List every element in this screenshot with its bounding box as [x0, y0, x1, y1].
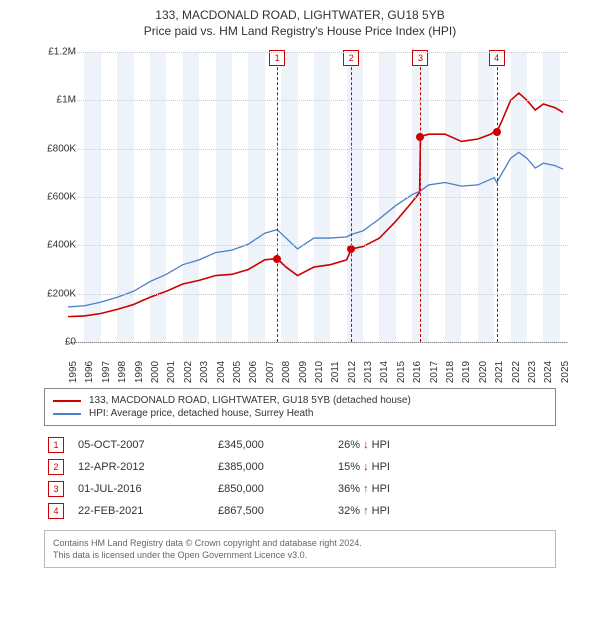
- event-price: £867,500: [218, 505, 338, 517]
- event-pct: 26% ↓ HPI: [338, 439, 418, 451]
- x-tick-label: 2001: [166, 361, 177, 383]
- x-tick-label: 2003: [199, 361, 210, 383]
- y-tick-label: £200K: [28, 288, 76, 299]
- series-hpi: [68, 152, 563, 307]
- gridline: [68, 52, 568, 53]
- price-point-marker: [273, 255, 281, 263]
- title-block: 133, MACDONALD ROAD, LIGHTWATER, GU18 5Y…: [0, 0, 600, 42]
- x-tick-label: 2016: [412, 361, 423, 383]
- event-pct: 32% ↑ HPI: [338, 505, 418, 517]
- x-tick-label: 2015: [396, 361, 407, 383]
- x-axis-labels: 1995 1996 1997 1998 1999 2000 2001 2002 2003 2004…: [68, 344, 568, 384]
- event-date: 12-APR-2012: [78, 461, 218, 473]
- x-tick-label: 2021: [494, 361, 505, 383]
- price-point-marker: [416, 133, 424, 141]
- legend-label: HPI: Average price, detached house, Surr…: [89, 408, 313, 419]
- x-tick-label: 2024: [543, 361, 554, 383]
- x-tick-label: 2005: [232, 361, 243, 383]
- event-index-box: 1: [48, 437, 64, 453]
- x-tick-label: 2013: [363, 361, 374, 383]
- gridline: [68, 245, 568, 246]
- event-price: £850,000: [218, 483, 338, 495]
- event-index-box: 3: [48, 481, 64, 497]
- event-date: 01-JUL-2016: [78, 483, 218, 495]
- gridline: [68, 149, 568, 150]
- x-tick-label: 2004: [216, 361, 227, 383]
- event-row: 2 12-APR-2012£385,00015% ↓ HPI: [44, 456, 556, 478]
- y-tick-label: £800K: [28, 143, 76, 154]
- series-property: [68, 93, 563, 317]
- event-row: 4 22-FEB-2021£867,50032% ↑ HPI: [44, 500, 556, 522]
- event-date: 22-FEB-2021: [78, 505, 218, 517]
- x-tick-label: 2006: [248, 361, 259, 383]
- x-tick-label: 2022: [511, 361, 522, 383]
- gridline: [68, 294, 568, 295]
- event-row: 3 01-JUL-2016£850,00036% ↑ HPI: [44, 478, 556, 500]
- event-price: £385,000: [218, 461, 338, 473]
- arrow-down-icon: ↓: [363, 439, 369, 451]
- y-tick-label: £400K: [28, 240, 76, 251]
- event-price: £345,000: [218, 439, 338, 451]
- gridline: [68, 100, 568, 101]
- x-tick-label: 2012: [347, 361, 358, 383]
- event-pct: 36% ↑ HPI: [338, 483, 418, 495]
- x-tick-label: 1997: [101, 361, 112, 383]
- x-tick-label: 2020: [478, 361, 489, 383]
- x-tick-label: 2010: [314, 361, 325, 383]
- event-row: 1 05-OCT-2007£345,00026% ↓ HPI: [44, 434, 556, 456]
- gridline: [68, 342, 568, 343]
- x-tick-label: 2008: [281, 361, 292, 383]
- legend-swatch: [53, 413, 81, 415]
- title-subtitle: Price paid vs. HM Land Registry's House …: [0, 24, 600, 38]
- x-tick-label: 2002: [183, 361, 194, 383]
- arrow-up-icon: ↑: [363, 505, 369, 517]
- gridline: [68, 197, 568, 198]
- x-tick-label: 2017: [429, 361, 440, 383]
- y-tick-label: £1M: [28, 95, 76, 106]
- x-tick-label: 2025: [560, 361, 571, 383]
- chart-area: 1234 19951996199719981999200020012002200…: [20, 42, 580, 382]
- x-tick-label: 2009: [298, 361, 309, 383]
- x-tick-label: 1998: [117, 361, 128, 383]
- legend-item: 133, MACDONALD ROAD, LIGHTWATER, GU18 5Y…: [53, 394, 547, 407]
- y-tick-label: £1.2M: [28, 47, 76, 58]
- x-tick-label: 2018: [445, 361, 456, 383]
- y-tick-label: £600K: [28, 192, 76, 203]
- legend-swatch: [53, 400, 81, 402]
- footer-line-2: This data is licensed under the Open Gov…: [53, 549, 547, 561]
- x-tick-label: 2023: [527, 361, 538, 383]
- legend-label: 133, MACDONALD ROAD, LIGHTWATER, GU18 5Y…: [89, 395, 411, 406]
- event-index-box: 2: [48, 459, 64, 475]
- x-tick-label: 1995: [68, 361, 79, 383]
- events-table: 1 05-OCT-2007£345,00026% ↓ HPI 2 12-APR-201…: [44, 434, 556, 522]
- x-tick-label: 2011: [330, 361, 341, 383]
- arrow-up-icon: ↑: [363, 483, 369, 495]
- x-tick-label: 1999: [134, 361, 145, 383]
- attribution-footer: Contains HM Land Registry data © Crown c…: [44, 530, 556, 568]
- x-tick-label: 2007: [265, 361, 276, 383]
- footer-line-1: Contains HM Land Registry data © Crown c…: [53, 537, 547, 549]
- event-pct: 15% ↓ HPI: [338, 461, 418, 473]
- x-tick-label: 2014: [379, 361, 390, 383]
- legend: 133, MACDONALD ROAD, LIGHTWATER, GU18 5Y…: [44, 388, 556, 426]
- x-tick-label: 1996: [84, 361, 95, 383]
- y-tick-label: £0: [28, 337, 76, 348]
- x-tick-label: 2019: [461, 361, 472, 383]
- x-tick-label: 2000: [150, 361, 161, 383]
- event-date: 05-OCT-2007: [78, 439, 218, 451]
- event-index-box: 4: [48, 503, 64, 519]
- price-point-marker: [493, 128, 501, 136]
- title-address: 133, MACDONALD ROAD, LIGHTWATER, GU18 5Y…: [0, 8, 600, 22]
- legend-item: HPI: Average price, detached house, Surr…: [53, 407, 547, 420]
- arrow-down-icon: ↓: [363, 461, 369, 473]
- chart-container: 133, MACDONALD ROAD, LIGHTWATER, GU18 5Y…: [0, 0, 600, 568]
